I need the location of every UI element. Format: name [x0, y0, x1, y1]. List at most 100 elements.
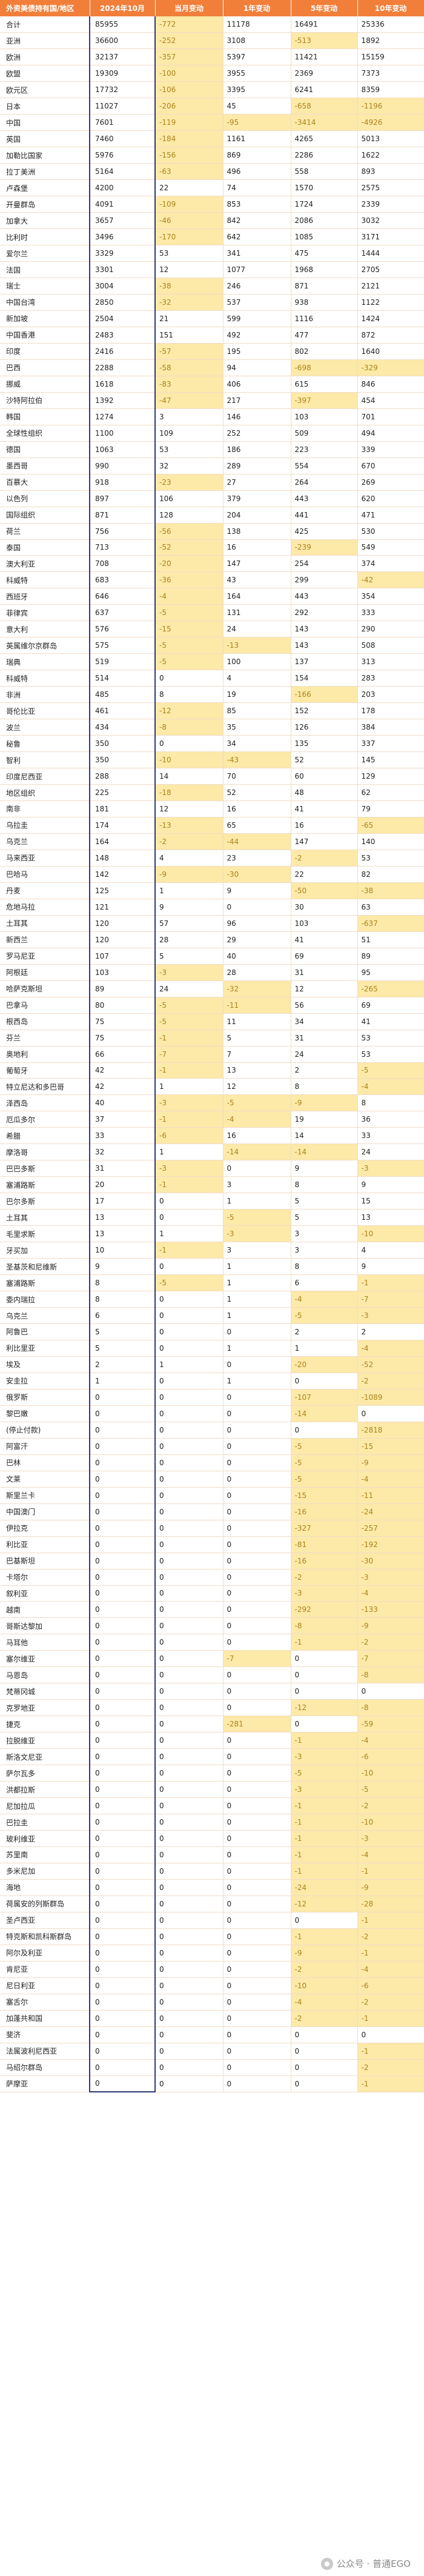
region-name: 泽西岛	[0, 1094, 90, 1112]
holding-value: 2416	[89, 343, 156, 360]
five-year-change: -14	[291, 1143, 358, 1161]
table-row: 乌克兰 6 0 1 -5 -3	[0, 1307, 424, 1324]
region-name: 芬兰	[0, 1030, 90, 1047]
table-row: 加勒比国家 5976 -156 869 2286 1622	[0, 147, 424, 164]
month-change: 8	[155, 686, 224, 704]
region-name: 安圭拉	[0, 1373, 90, 1390]
ten-year-change: 872	[357, 327, 424, 344]
holding-value: 120	[89, 931, 156, 948]
table-row: 利比里亚 5 0 1 1 -4	[0, 1340, 424, 1357]
one-year-change: 0	[223, 1666, 291, 1684]
ten-year-change: -4926	[357, 114, 424, 131]
ten-year-change: -59	[357, 1716, 424, 1733]
five-year-change: -12	[291, 1895, 358, 1912]
one-year-change: 164	[223, 588, 291, 605]
month-change: 0	[155, 2043, 224, 2060]
month-change: -357	[155, 48, 224, 66]
ten-year-change: 549	[357, 539, 424, 556]
holding-value: 148	[89, 850, 156, 867]
table-row: 欧元区 17732 -106 3395 6241 8359	[0, 81, 424, 99]
holding-value: 0	[89, 1405, 156, 1422]
one-year-change: 16	[223, 1127, 291, 1145]
ten-year-change: -1	[357, 2010, 424, 2027]
region-name: 肯尼亚	[0, 1961, 90, 1978]
ten-year-change: -1	[357, 2043, 424, 2060]
ten-year-change: 53	[357, 850, 424, 867]
month-change: 0	[155, 1585, 224, 1602]
ten-year-change: 33	[357, 1127, 424, 1145]
region-name: 阿富汗	[0, 1438, 90, 1455]
region-name: 以色列	[0, 490, 90, 507]
one-year-change: 0	[223, 1683, 291, 1700]
month-change: -18	[155, 784, 224, 801]
table-row: 阿根廷 103 -3 28 31 95	[0, 964, 424, 981]
ten-year-change: -2	[357, 1928, 424, 1945]
five-year-change: -166	[291, 686, 358, 704]
holding-value: 0	[89, 1814, 156, 1831]
one-year-change: 0	[223, 1617, 291, 1635]
table-row: 澳大利亚 708 -20 147 254 374	[0, 555, 424, 573]
holding-value: 514	[89, 670, 156, 687]
table-row: 西班牙 646 -4 164 443 354	[0, 588, 424, 605]
holding-value: 17732	[89, 81, 156, 99]
table-row: 毛里求斯 13 1 -3 3 -10	[0, 1225, 424, 1243]
ten-year-change: 9	[357, 1258, 424, 1276]
month-change: 0	[155, 1536, 224, 1553]
one-year-change: 252	[223, 425, 291, 442]
five-year-change: -8	[291, 1617, 358, 1635]
one-year-change: 0	[223, 1160, 291, 1177]
holding-value: 40	[89, 1094, 156, 1112]
table-row: 科威特 514 0 4 154 283	[0, 670, 424, 687]
table-row: 马耳他 0 0 0 -1 -2	[0, 1634, 424, 1651]
ten-year-change: 8	[357, 1094, 424, 1112]
table-row: 巴拉圭 0 0 0 -1 -10	[0, 1814, 424, 1831]
holding-value: 0	[89, 1487, 156, 1504]
holding-value: 0	[89, 1454, 156, 1471]
holding-value: 107	[89, 948, 156, 965]
region-name: 葡萄牙	[0, 1062, 90, 1079]
table-row: 以色列 897 106 379 443 620	[0, 490, 424, 507]
one-year-change: 1	[223, 1340, 291, 1357]
table-row: 科威特 683 -36 43 299 -42	[0, 571, 424, 589]
holding-value: 181	[89, 800, 156, 817]
ten-year-change: -5	[357, 1062, 424, 1079]
table-row: 巴尔多斯 17 0 1 5 15	[0, 1193, 424, 1210]
ten-year-change: 846	[357, 376, 424, 393]
one-year-change: 0	[223, 2075, 291, 2092]
ten-year-change: -15	[357, 1438, 424, 1455]
one-year-change: 52	[223, 784, 291, 801]
region-name: 巴基斯坦	[0, 1553, 90, 1569]
region-name: 乌拉圭	[0, 817, 90, 834]
table-row: 日本 11027 -206 45 -658 -1196	[0, 98, 424, 115]
holding-value: 0	[89, 1520, 156, 1537]
five-year-change: -3414	[291, 114, 358, 131]
holding-value: 0	[89, 1961, 156, 1978]
holding-value: 708	[89, 555, 156, 573]
table-row: 泰国 713 -52 16 -239 549	[0, 539, 424, 556]
five-year-change: -292	[291, 1601, 358, 1619]
month-change: 0	[155, 1258, 224, 1276]
ten-year-change: -192	[357, 1536, 424, 1553]
ten-year-change: 203	[357, 686, 424, 704]
region-name: 马耳他	[0, 1634, 90, 1651]
one-year-change: 70	[223, 768, 291, 785]
header-month-change: 当月变动	[155, 0, 224, 16]
one-year-change: 0	[223, 2043, 291, 2060]
ten-year-change: 145	[357, 751, 424, 769]
table-row: 圣基茨和尼维斯 9 0 1 8 9	[0, 1258, 424, 1276]
one-year-change: 1	[223, 1373, 291, 1390]
holding-value: 164	[89, 833, 156, 850]
holding-value: 13	[89, 1209, 156, 1226]
region-name: 巴拿马	[0, 997, 90, 1014]
ten-year-change: -9	[357, 1454, 424, 1471]
ten-year-change: 374	[357, 555, 424, 573]
one-year-change: 4	[223, 670, 291, 687]
month-change: 0	[155, 1879, 224, 1896]
month-change: -56	[155, 523, 224, 540]
month-change: 1	[155, 1143, 224, 1161]
holding-value: 2	[89, 1356, 156, 1373]
table-body: 合计 85955 -772 11178 16491 25336 亚洲 36600 -252 310…	[0, 16, 424, 2093]
month-change: 0	[155, 1928, 224, 1945]
table-row: 合计 85955 -772 11178 16491 25336	[0, 16, 424, 33]
holding-value: 1392	[89, 392, 156, 409]
